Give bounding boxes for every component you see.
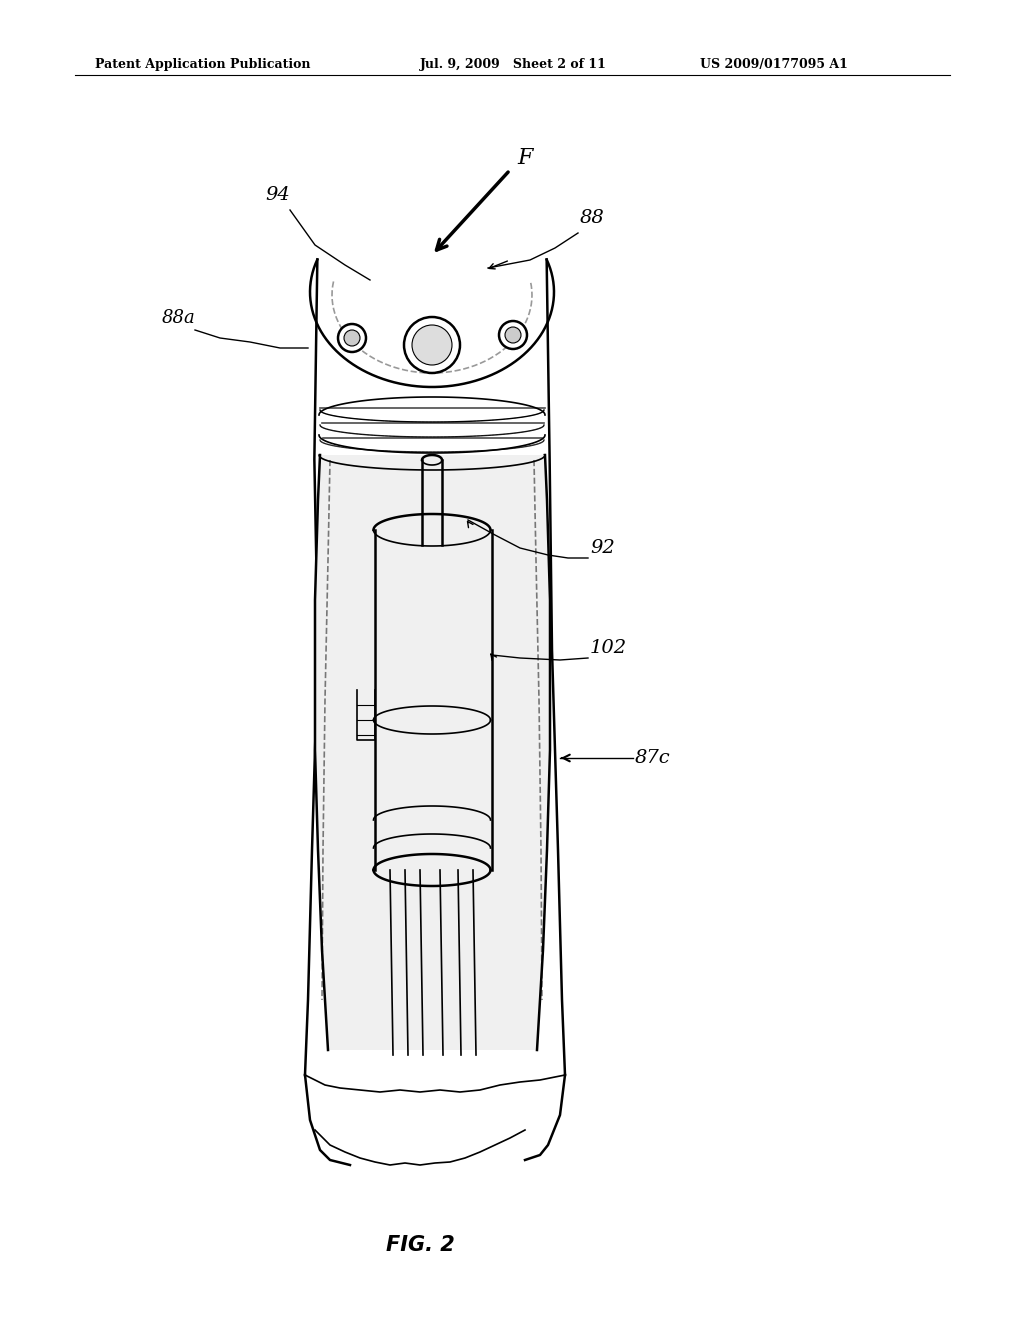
Text: 87c: 87c — [635, 748, 671, 767]
Polygon shape — [315, 455, 550, 1049]
Circle shape — [505, 327, 521, 343]
Text: 88: 88 — [580, 209, 605, 227]
Circle shape — [344, 330, 360, 346]
Text: US 2009/0177095 A1: US 2009/0177095 A1 — [700, 58, 848, 71]
Text: Jul. 9, 2009   Sheet 2 of 11: Jul. 9, 2009 Sheet 2 of 11 — [420, 58, 607, 71]
Circle shape — [404, 317, 460, 374]
Text: 92: 92 — [590, 539, 614, 557]
Text: Patent Application Publication: Patent Application Publication — [95, 58, 310, 71]
Text: 102: 102 — [590, 639, 627, 657]
Text: 88a: 88a — [161, 309, 195, 327]
Circle shape — [412, 325, 452, 366]
Circle shape — [338, 323, 366, 352]
Text: FIG. 2: FIG. 2 — [386, 1236, 455, 1255]
Circle shape — [499, 321, 527, 348]
Text: F: F — [517, 147, 532, 169]
Text: 94: 94 — [265, 186, 290, 205]
